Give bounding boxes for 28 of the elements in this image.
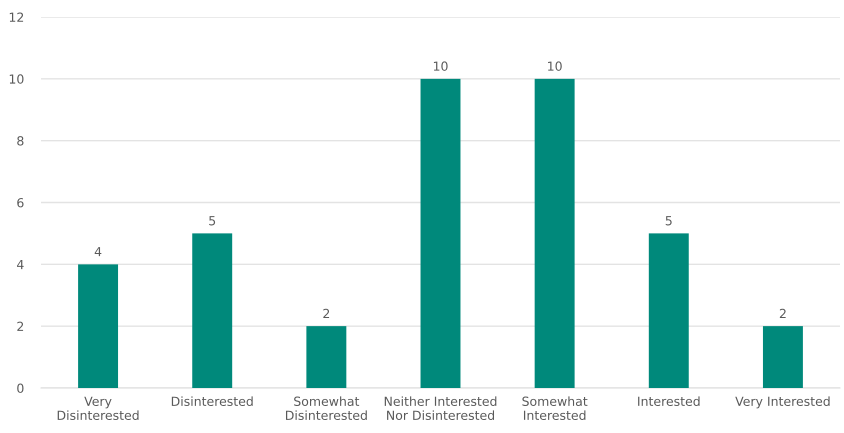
bar <box>534 78 575 388</box>
bar <box>78 264 118 388</box>
bar <box>762 326 803 388</box>
y-tick-label: 12 <box>10 12 24 22</box>
x-tick-label: Very Disinterested <box>58 396 139 420</box>
data-label: 10 <box>434 61 448 71</box>
x-tick-label: Disinterested <box>172 396 253 406</box>
y-tick-label: 2 <box>17 322 24 331</box>
y-tick-label: 8 <box>17 136 24 146</box>
y-tick-label: 4 <box>16 260 24 270</box>
x-tick-label: Somewhat Interested <box>522 396 588 420</box>
bar <box>192 233 232 388</box>
y-tick-label: 10 <box>10 74 24 84</box>
x-tick-label: Somewhat Disinterested <box>286 396 367 420</box>
data-label: 5 <box>209 216 216 226</box>
y-tick-label: 0 <box>17 383 24 393</box>
bar <box>306 326 346 388</box>
y-tick-label: 6 <box>17 198 24 208</box>
bar <box>648 233 689 388</box>
x-tick-label: Very Interested <box>735 396 830 408</box>
data-label: 4 <box>94 247 102 256</box>
data-label: 10 <box>548 61 562 71</box>
data-label: 2 <box>780 308 786 318</box>
data-label: 2 <box>323 308 330 318</box>
x-tick-label: Interested <box>638 396 700 406</box>
data-label: 5 <box>666 216 672 226</box>
bar <box>420 78 460 388</box>
x-tick-label: Neither Interested Nor Disinterested <box>384 396 496 420</box>
